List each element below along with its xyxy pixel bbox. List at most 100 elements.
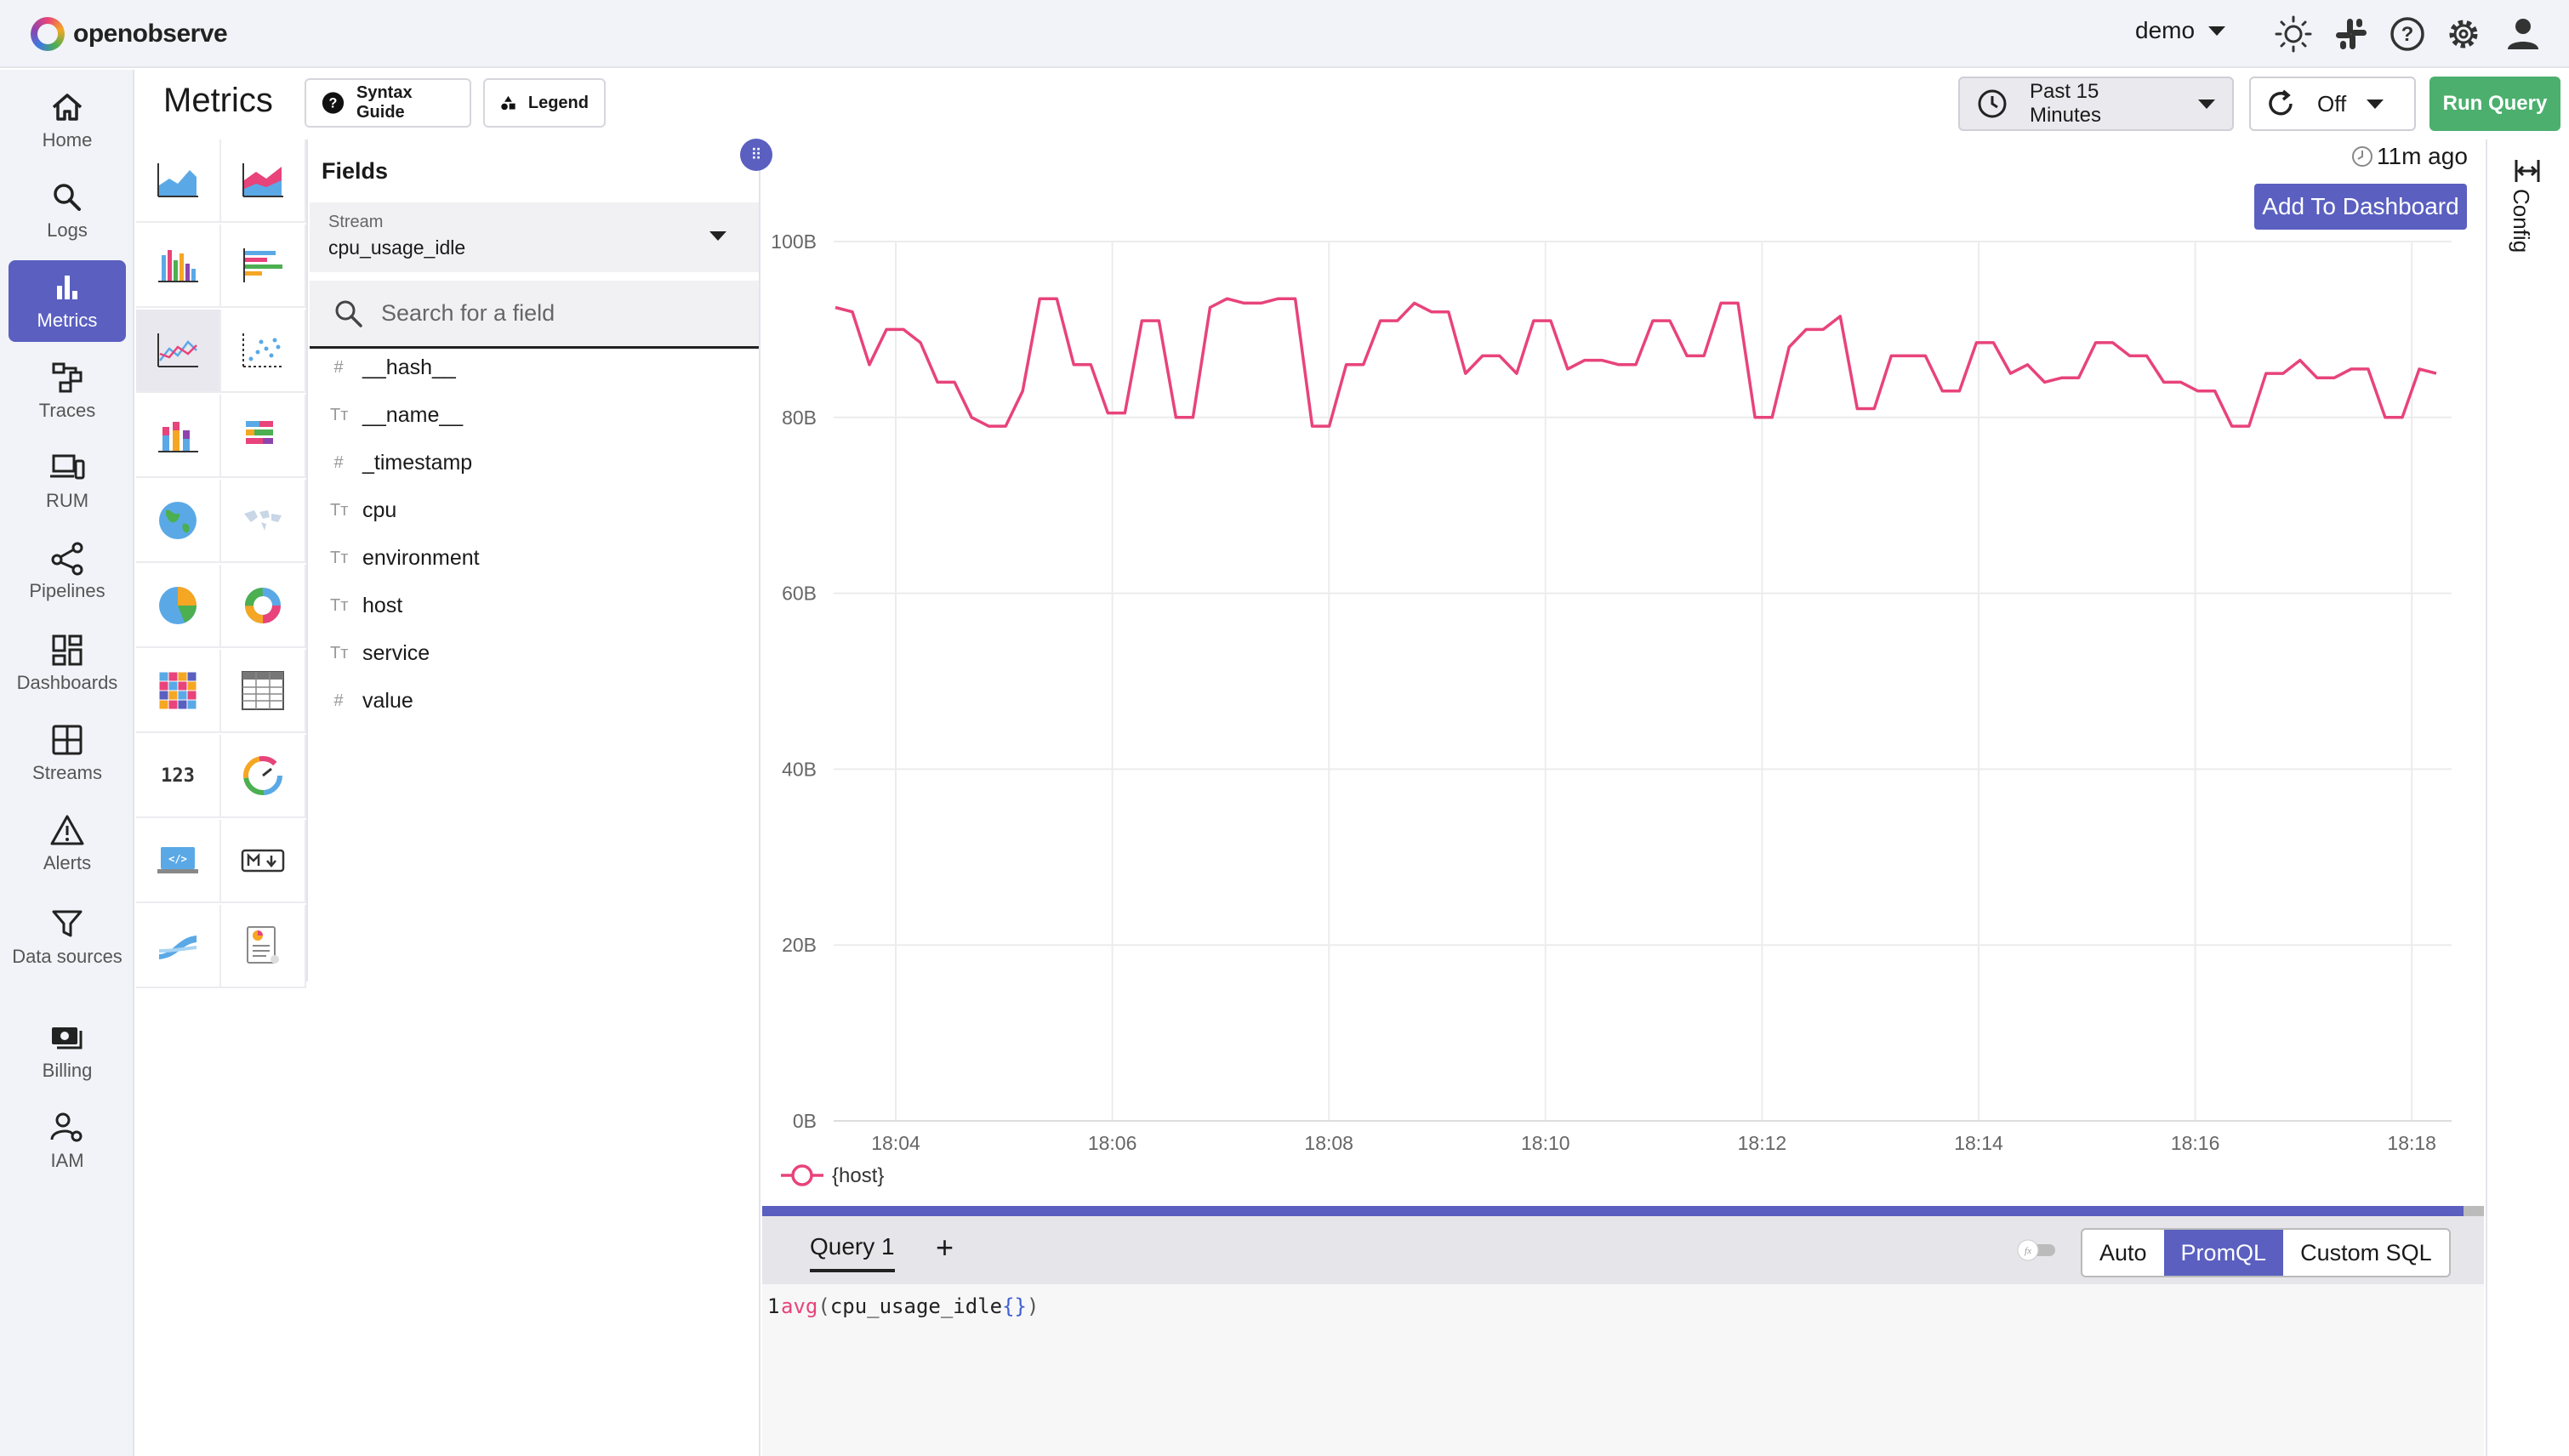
chevron-down-icon[interactable] bbox=[709, 231, 726, 241]
mode-custom-sql[interactable]: Custom SQL bbox=[2300, 1239, 2432, 1265]
x-tick-label: 18:14 bbox=[1954, 1132, 2003, 1154]
brand-name: openobserve bbox=[73, 20, 228, 48]
panel-splitter[interactable] bbox=[762, 1206, 2484, 1216]
field-name: value bbox=[362, 689, 413, 713]
field-item[interactable]: Tт __name__ bbox=[330, 403, 463, 428]
time-range-picker[interactable]: Past 15 Minutes bbox=[1958, 77, 2234, 131]
query-editor[interactable] bbox=[762, 1284, 2484, 1456]
help-icon[interactable]: ? bbox=[2387, 14, 2428, 54]
sidebar-item-data-sources[interactable]: Data sources bbox=[9, 905, 126, 998]
markdown-chart-type[interactable] bbox=[221, 820, 306, 903]
x-tick-label: 18:10 bbox=[1521, 1132, 1570, 1154]
x-tick-label: 18:04 bbox=[871, 1132, 920, 1154]
scatter-chart-type[interactable] bbox=[221, 310, 306, 393]
add-query-button[interactable]: + bbox=[936, 1230, 954, 1265]
last-updated: 11m ago bbox=[2351, 143, 2468, 170]
code-paren-close: ) bbox=[1027, 1294, 1040, 1318]
heatmap-chart-type[interactable] bbox=[136, 650, 221, 733]
sidebar-item-traces[interactable]: Traces bbox=[9, 359, 126, 430]
traces-icon bbox=[52, 362, 83, 393]
y-tick-label: 60B bbox=[782, 583, 817, 605]
maps-chart-type[interactable] bbox=[221, 480, 306, 563]
area-chart-type[interactable] bbox=[136, 139, 221, 223]
chevron-down-icon bbox=[2198, 99, 2215, 109]
auto-refresh-selector[interactable]: Off bbox=[2249, 77, 2416, 131]
sidebar-item-rum[interactable]: RUM bbox=[9, 449, 126, 520]
sidebar-item-billing[interactable]: Billing bbox=[9, 1019, 126, 1090]
settings-icon[interactable] bbox=[2443, 14, 2484, 54]
field-item[interactable]: # value bbox=[330, 689, 413, 714]
sidebar-item-metrics[interactable]: Metrics bbox=[9, 260, 126, 342]
app-logo[interactable]: openobserve bbox=[31, 15, 228, 53]
sidebar-item-streams[interactable]: Streams bbox=[9, 721, 126, 793]
y-tick-label: 40B bbox=[782, 758, 817, 780]
config-label: Config bbox=[2509, 189, 2534, 253]
donut-chart-icon bbox=[245, 588, 281, 623]
donut-chart-type[interactable] bbox=[221, 565, 306, 648]
shapes-icon bbox=[501, 95, 516, 111]
config-toggle[interactable] bbox=[2503, 153, 2554, 281]
metric-chart-type[interactable]: 123 bbox=[136, 735, 221, 818]
clock-icon bbox=[2352, 146, 2372, 167]
fields-panel bbox=[308, 139, 760, 1456]
html-code-icon: </> bbox=[157, 847, 198, 873]
chart-legend[interactable]: {host} bbox=[781, 1164, 884, 1187]
syntax-guide-button[interactable]: ? Syntax Guide bbox=[305, 78, 471, 128]
field-item[interactable]: # _timestamp bbox=[330, 451, 472, 475]
scatter-icon bbox=[242, 333, 283, 367]
sidebar-item-home[interactable]: Home bbox=[9, 88, 126, 160]
sankey-chart-type[interactable] bbox=[136, 905, 221, 988]
custom-chart-type[interactable] bbox=[221, 905, 306, 988]
sidebar-item-iam[interactable]: IAM bbox=[9, 1109, 126, 1180]
sidebar-item-alerts[interactable]: Alerts bbox=[9, 811, 126, 883]
stacked-area-icon bbox=[242, 163, 283, 197]
run-query-button[interactable]: Run Query bbox=[2429, 77, 2560, 131]
sidebar-item-dashboards[interactable]: Dashboards bbox=[9, 631, 126, 702]
query-tab[interactable]: Query 1 bbox=[810, 1233, 895, 1272]
field-item[interactable]: Tт service bbox=[330, 641, 430, 666]
geomap-chart-type[interactable] bbox=[136, 480, 221, 563]
h-stacked-chart-type[interactable] bbox=[221, 395, 306, 478]
field-item[interactable]: Tт cpu bbox=[330, 498, 396, 523]
home-icon bbox=[52, 94, 83, 121]
markdown-icon bbox=[241, 849, 285, 873]
theme-icon[interactable] bbox=[2273, 14, 2314, 54]
stacked-area-chart-type[interactable] bbox=[221, 139, 306, 223]
field-search-input[interactable]: Search for a field bbox=[310, 281, 759, 349]
table-chart-type[interactable] bbox=[221, 650, 306, 733]
field-type-icon: # bbox=[333, 691, 344, 710]
horizontal-bar-chart-type[interactable] bbox=[221, 225, 306, 308]
bar-chart-type[interactable] bbox=[136, 225, 221, 308]
pie-chart-type[interactable] bbox=[136, 565, 221, 648]
field-item[interactable]: # __hash__ bbox=[330, 355, 455, 380]
stacked-bar-chart-type[interactable] bbox=[136, 395, 221, 478]
org-selector[interactable]: demo bbox=[2135, 17, 2226, 44]
sidebar-item-logs[interactable]: Logs bbox=[9, 179, 126, 250]
filter-icon bbox=[52, 910, 83, 937]
slack-icon[interactable] bbox=[2331, 14, 2372, 54]
user-icon[interactable] bbox=[2503, 14, 2543, 54]
mode-auto[interactable]: Auto bbox=[2099, 1239, 2147, 1265]
sidebar-item-pipelines[interactable]: Pipelines bbox=[9, 539, 126, 611]
field-name: __name__ bbox=[362, 403, 464, 427]
field-item[interactable]: Tт host bbox=[330, 594, 402, 618]
legend-button[interactable]: Legend bbox=[483, 78, 606, 128]
config-divider bbox=[2486, 139, 2487, 1456]
billing-icon bbox=[52, 1027, 83, 1049]
series-line-host[interactable] bbox=[834, 297, 2437, 428]
stream-selector[interactable] bbox=[310, 202, 759, 272]
query-code[interactable]: avg(cpu_usage_idle{}) bbox=[781, 1294, 1039, 1318]
mode-promql[interactable]: PromQL bbox=[2163, 1230, 2284, 1276]
html-chart-type[interactable]: </> bbox=[136, 820, 221, 903]
field-type-icon: Tт bbox=[330, 549, 349, 567]
query-mode-toggle: Auto PromQL Custom SQL bbox=[2081, 1228, 2451, 1277]
gauge-chart-type[interactable] bbox=[221, 735, 306, 818]
sidebar-item-label: Metrics bbox=[37, 310, 98, 331]
function-toggle[interactable]: fx bbox=[2016, 1238, 2059, 1262]
add-to-dashboard-button[interactable]: Add To Dashboard bbox=[2254, 184, 2467, 230]
field-item[interactable]: Tт environment bbox=[330, 546, 480, 571]
line-chart-type[interactable] bbox=[136, 310, 221, 393]
clock-icon bbox=[1978, 89, 2007, 118]
drag-handle-icon[interactable]: ⠿ bbox=[740, 139, 772, 171]
metric-number-icon: 123 bbox=[161, 765, 195, 787]
